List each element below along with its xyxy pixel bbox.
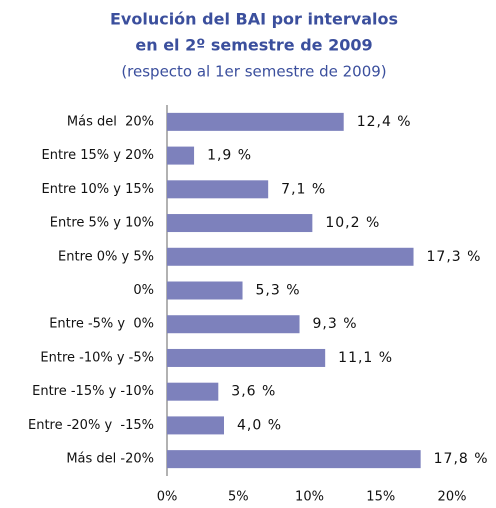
x-tick-label: 0% [157, 490, 178, 505]
bar [167, 214, 313, 233]
chart-title: en el 2º semestre de 2009 [135, 36, 372, 55]
y-tick-label: Entre -15% y -10% [32, 384, 154, 399]
x-tick-label: 10% [295, 490, 324, 505]
y-tick-label: Entre 10% y 15% [42, 182, 155, 197]
bar [167, 450, 421, 469]
bar [167, 348, 326, 367]
y-tick-label: Entre 5% y 10% [50, 216, 154, 231]
bar [167, 112, 344, 131]
bar [167, 382, 219, 401]
value-label: 3,6 % [231, 384, 276, 400]
y-tick-label: Entre 0% y 5% [58, 249, 154, 264]
bar [167, 416, 224, 435]
x-tick-label: 5% [228, 490, 249, 505]
x-tick-label: 15% [366, 490, 395, 505]
value-label: 12,4 % [357, 114, 412, 130]
value-label: 10,2 % [325, 215, 380, 231]
value-label: 11,1 % [338, 350, 393, 366]
bar [167, 247, 414, 266]
value-label: 17,8 % [434, 451, 489, 467]
chart-title: Evolución del BAI por intervalos [110, 10, 398, 29]
y-tick-label: Entre -20% y -15% [28, 418, 154, 433]
bar [167, 180, 269, 199]
bar [167, 281, 243, 300]
value-label: 17,3 % [427, 249, 482, 265]
y-tick-label: Más del -20% [66, 452, 154, 467]
bar [167, 315, 300, 334]
y-tick-label: Entre -10% y -5% [40, 350, 154, 365]
x-tick-label: 20% [438, 490, 467, 505]
value-label: 7,1 % [281, 181, 326, 197]
value-label: 1,9 % [207, 148, 252, 164]
value-label: 5,3 % [256, 283, 301, 299]
bar [167, 146, 195, 165]
value-label: 4,0 % [237, 417, 282, 433]
y-tick-label: Entre 15% y 20% [42, 148, 155, 163]
chart-subtitle: (respecto al 1er semestre de 2009) [121, 63, 386, 81]
value-label: 9,3 % [313, 316, 358, 332]
y-tick-label: 0% [133, 283, 154, 298]
y-tick-label: Más del 20% [67, 114, 154, 129]
y-tick-label: Entre -5% y 0% [49, 317, 154, 332]
